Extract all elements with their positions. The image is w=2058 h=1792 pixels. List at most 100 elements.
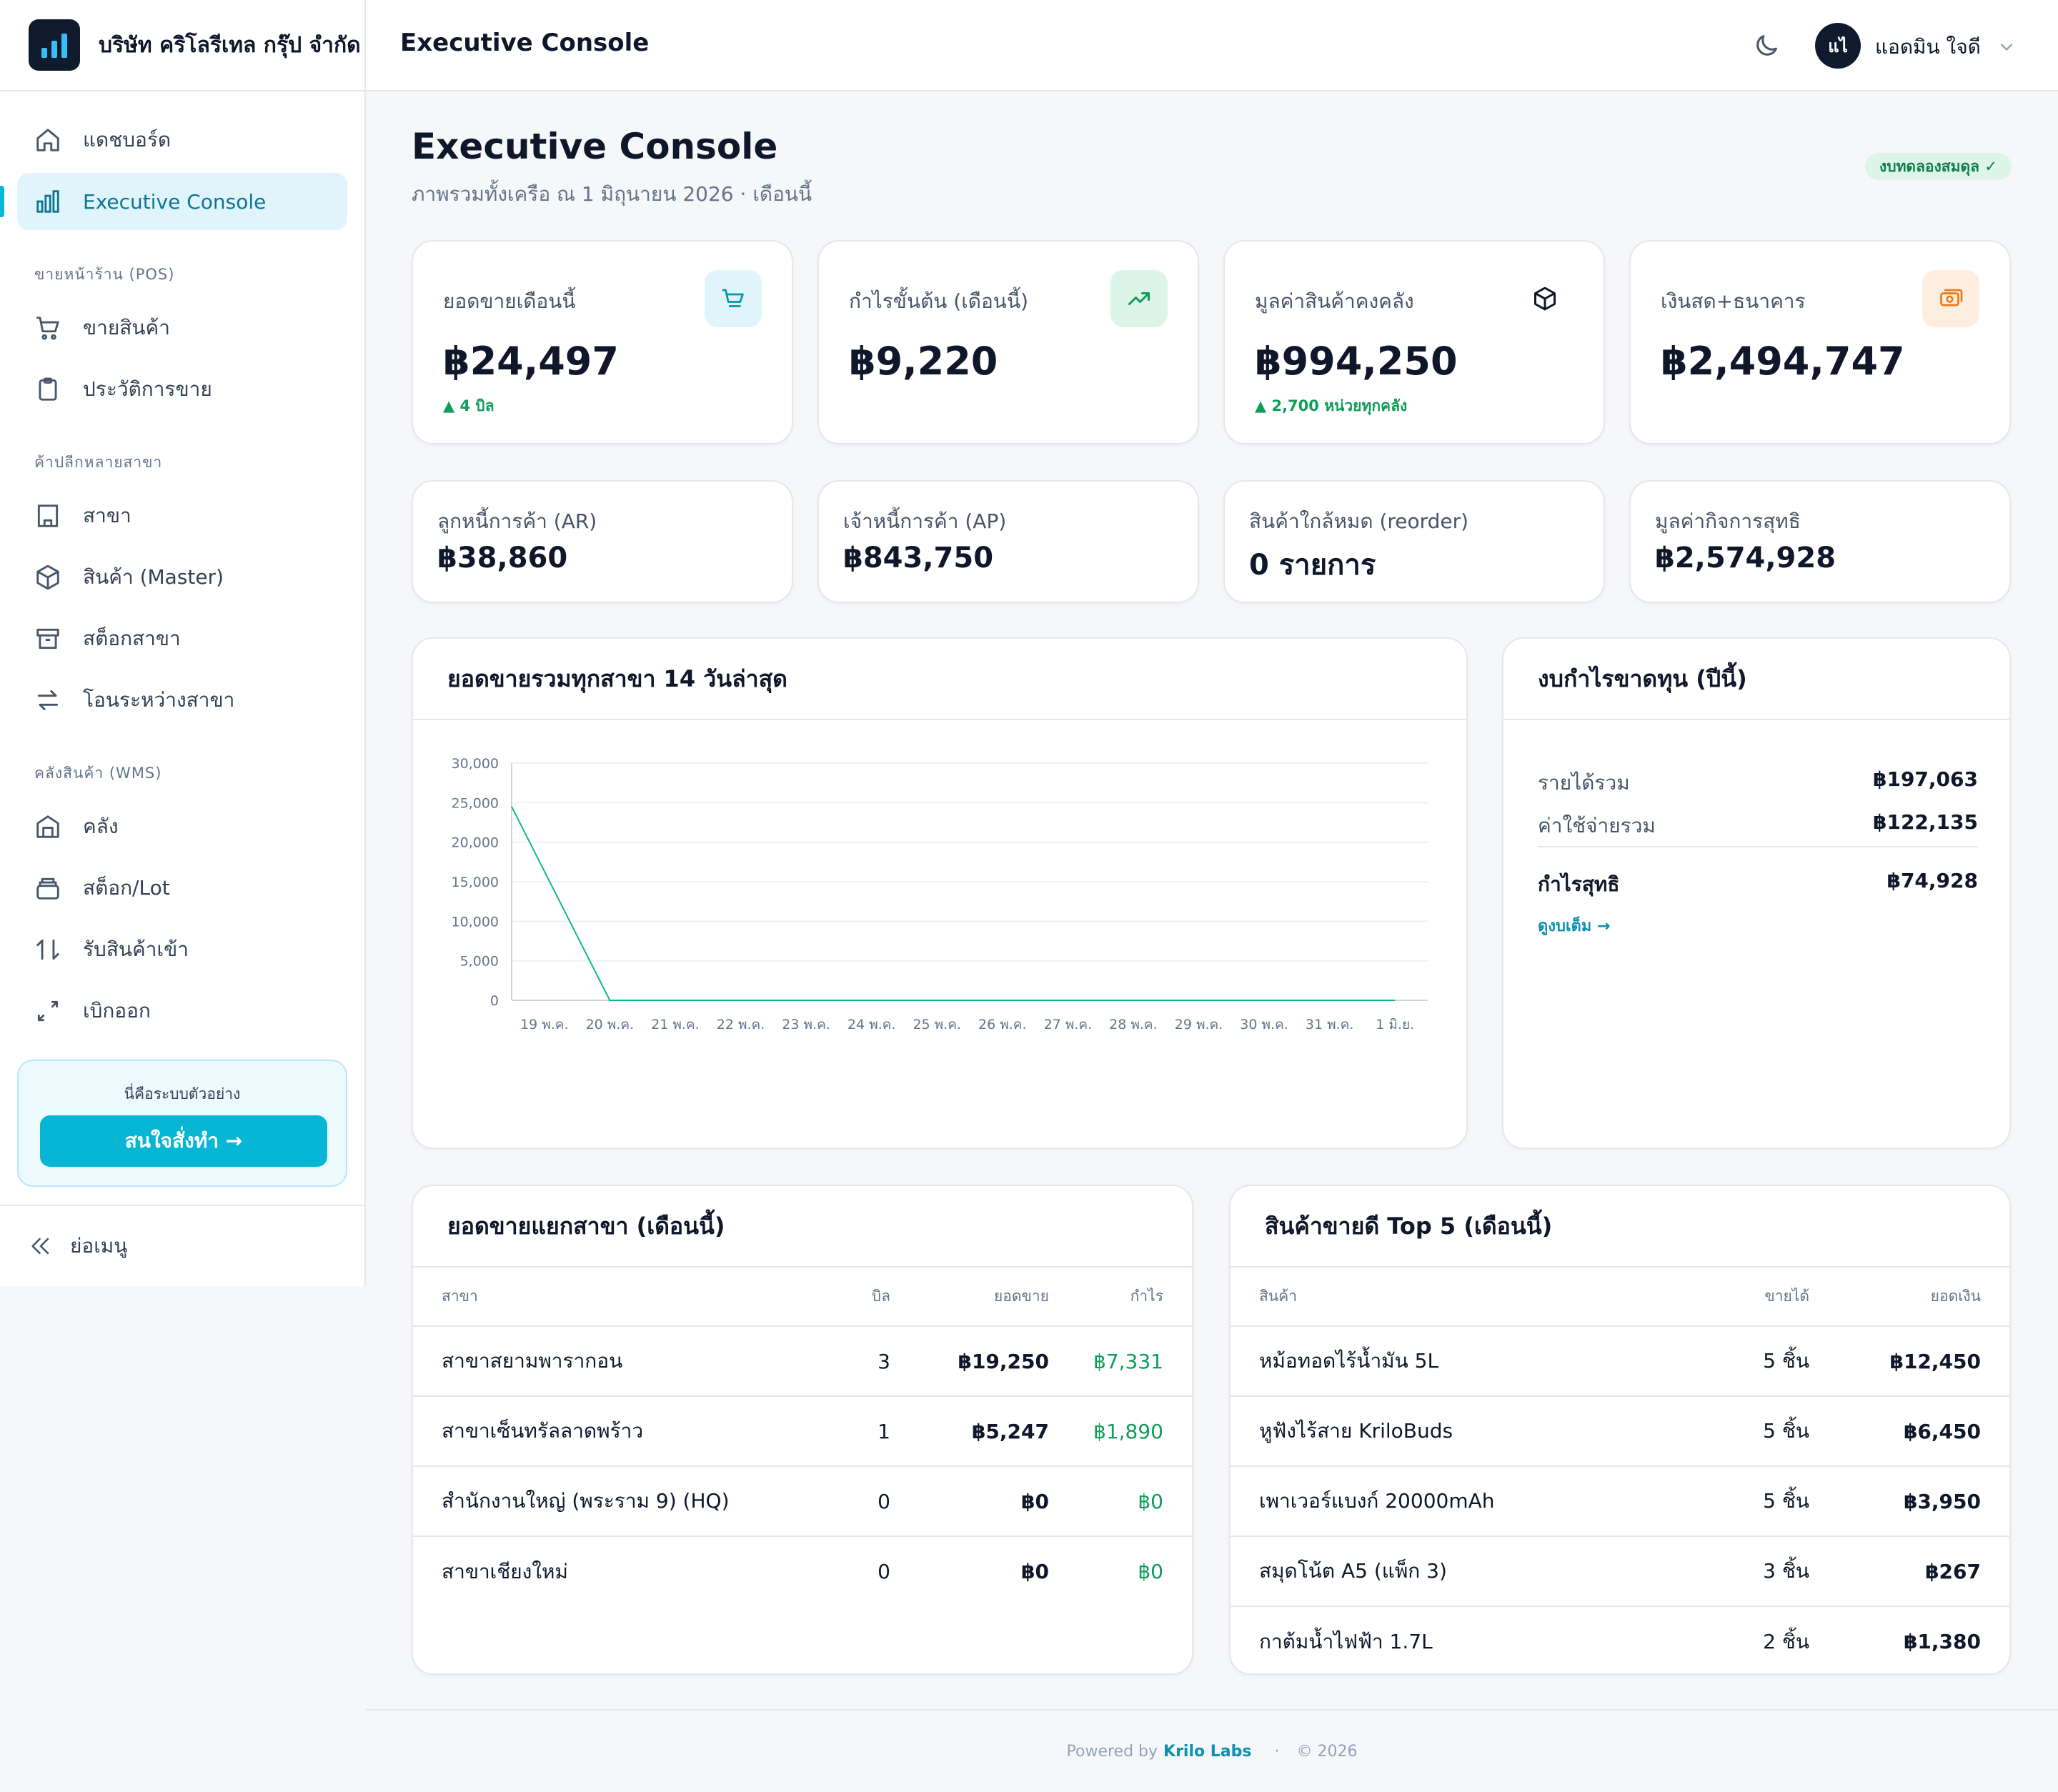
kpi-card-sales: ยอดขายเดือนนี้ ฿24,497 ▲ 4 บิล — [412, 240, 793, 444]
table-row[interactable]: สมุดโน้ต A5 (แพ็ก 3) 3 ชิ้น ฿267 — [1231, 1536, 2009, 1607]
kpi-value: ฿994,250 — [1255, 339, 1458, 384]
profit-loss-card: งบกำไรขาดทุน (ปีนี้) รายได้รวม ฿197,063 … — [1502, 637, 2011, 1149]
table-row[interactable]: หม้อทอดไร้น้ำมัน 5L 5 ชิ้น ฿12,450 — [1231, 1326, 2009, 1397]
sidebar-item-label: สาขา — [83, 504, 131, 527]
product-amount: ฿6,450 — [1809, 1396, 2009, 1467]
cart-icon — [36, 317, 59, 340]
footer-powered: Powered by — [1066, 1742, 1158, 1761]
sidebar-item-warehouse[interactable]: คลัง — [17, 798, 347, 855]
home-icon — [36, 129, 59, 151]
chart-title: ยอดขายรวมทุกสาขา 14 วันล่าสุด — [413, 639, 1466, 720]
branch-name: สาขาเซ็นทรัลลาดพร้าว — [413, 1396, 833, 1467]
pl-divider — [1538, 846, 1978, 847]
mini-card-reorder: สินค้าใกล้หมด (reorder) 0 รายการ — [1223, 480, 1605, 603]
x-tick-label: 1 มิ.ย. — [1376, 1017, 1414, 1032]
sidebar-item-label: Executive Console — [83, 189, 267, 214]
trial-balance-badge: งบทดลองสมดุล ✓ — [1865, 153, 2012, 180]
chevron-down-icon[interactable] — [1997, 37, 2017, 57]
sidebar-item-branch-transfer[interactable]: โอนระหว่างสาขา — [17, 672, 347, 729]
top-products-title: สินค้าขายดี Top 5 (เดือนนี้) — [1231, 1186, 2009, 1268]
sidebar-item-dashboard[interactable]: แดชบอร์ด — [17, 111, 347, 169]
y-tick-label: 15,000 — [452, 875, 499, 890]
y-tick-label: 30,000 — [452, 756, 499, 772]
clipboard-icon — [39, 377, 57, 401]
sidebar-item-sales-history[interactable]: ประวัติการขาย — [17, 361, 347, 418]
sidebar-item-label: ขายสินค้า — [83, 316, 170, 339]
product-qty: 3 ชิ้น — [1666, 1536, 1809, 1607]
sidebar-item-receive[interactable]: รับสินค้าเข้า — [17, 921, 347, 978]
kpi-label: ยอดขายเดือนนี้ — [443, 289, 576, 313]
issue-arrows-icon — [37, 1000, 59, 1022]
footer: Powered by Krilo Labs · © 2026 — [366, 1709, 2058, 1792]
table-row[interactable]: กาต้มน้ำไฟฟ้า 1.7L 2 ชิ้น ฿1,380 — [1231, 1606, 2009, 1673]
table-row[interactable]: สาขาเซ็นทรัลลาดพร้าว 1 ฿5,247 ฿1,890 — [413, 1396, 1192, 1467]
pl-revenue-value: ฿197,063 — [1872, 767, 1978, 791]
product-name: หูฟังไร้สาย KriloBuds — [1231, 1396, 1666, 1467]
sidebar: บริษัท คริโลรีเทล กรุ๊ป จำกัด แดชบอร์ด E… — [0, 0, 366, 1286]
kpi-delta: ▲ 2,700 หน่วยทุกคลัง — [1255, 397, 1408, 414]
bar-chart-icon — [36, 190, 59, 213]
pl-net-row: กำไรสุทธิ ฿74,928 — [1538, 869, 1978, 900]
table-row[interactable]: สำนักงานใหญ่ (พระราม 9) (HQ) 0 ฿0 ฿0 — [413, 1466, 1192, 1537]
transfer-arrows-icon — [37, 690, 59, 711]
sidebar-item-executive-console[interactable]: Executive Console — [0, 173, 347, 230]
cart-icon — [705, 270, 762, 327]
sidebar-item-label: คลัง — [83, 815, 119, 838]
sidebar-item-branches[interactable]: สาขา — [17, 487, 347, 544]
user-name[interactable]: แอดมิน ใจดี — [1875, 35, 1981, 59]
sidebar-item-sell[interactable]: ขายสินค้า — [17, 299, 347, 357]
up-down-arrows-icon — [36, 939, 59, 960]
footer-copyright: © 2026 — [1296, 1742, 1358, 1761]
sidebar-item-issue[interactable]: เบิกออก — [17, 982, 347, 1040]
kpi-label: มูลค่าสินค้าคงคลัง — [1255, 289, 1414, 313]
collapse-menu-button[interactable]: ย่อเมนู — [0, 1205, 364, 1286]
cash-icon — [1922, 270, 1979, 327]
y-tick-label: 20,000 — [452, 835, 499, 851]
pl-revenue-label: รายได้รวม — [1538, 771, 1630, 795]
topbar-title: Executive Console — [400, 29, 650, 57]
y-tick-label: 0 — [490, 993, 499, 1009]
pl-net-value: ฿74,928 — [1886, 869, 1978, 892]
col-profit: กำไร — [1049, 1268, 1192, 1327]
sidebar-nav: แดชบอร์ด Executive Console ขายหน้าร้าน (… — [0, 91, 364, 1040]
table-row[interactable]: สาขาเชียงใหม่ 0 ฿0 ฿0 — [413, 1536, 1192, 1606]
kpi-card-cash-bank: เงินสด+ธนาคาร ฿2,494,747 — [1629, 240, 2011, 444]
sidebar-item-products-master[interactable]: สินค้า (Master) — [17, 549, 347, 606]
archive-icon — [36, 628, 59, 649]
footer-brand-link[interactable]: Krilo Labs — [1163, 1742, 1252, 1761]
avatar[interactable]: แไ — [1815, 23, 1861, 69]
product-qty: 5 ชิ้น — [1666, 1396, 1809, 1467]
col-bills: บิล — [833, 1268, 890, 1327]
x-tick-label: 24 พ.ค. — [847, 1017, 896, 1032]
table-header-row: สินค้า ขายได้ ยอดเงิน — [1231, 1268, 2009, 1327]
branch-name: สำนักงานใหญ่ (พระราม 9) (HQ) — [413, 1466, 833, 1537]
table-row[interactable]: หูฟังไร้สาย KriloBuds 5 ชิ้น ฿6,450 — [1231, 1396, 2009, 1467]
product-amount: ฿3,950 — [1809, 1466, 2009, 1537]
table-row[interactable]: เพาเวอร์แบงก์ 20000mAh 5 ชิ้น ฿3,950 — [1231, 1466, 2009, 1537]
brand[interactable]: บริษัท คริโลรีเทล กรุ๊ป จำกัด — [0, 0, 364, 91]
col-amount: ยอดเงิน — [1809, 1268, 2009, 1327]
kpi-value: ฿2,494,747 — [1661, 339, 1905, 384]
view-full-statement-link[interactable]: ดูงบเต็ม → — [1538, 917, 1611, 935]
package-icon — [36, 564, 59, 590]
kpi-value: ฿24,497 — [443, 339, 619, 384]
series-line — [511, 806, 1396, 1001]
mini-card-net-worth: มูลค่ากิจการสุทธิ ฿2,574,928 — [1629, 480, 2011, 603]
x-tick-label: 29 พ.ค. — [1175, 1017, 1223, 1032]
x-tick-label: 22 พ.ค. — [717, 1017, 765, 1032]
pl-net-label: กำไรสุทธิ — [1538, 872, 1620, 896]
x-tick-label: 23 พ.ค. — [782, 1017, 830, 1032]
sidebar-section-pos: ขายหน้าร้าน (POS) — [34, 266, 175, 283]
table-row[interactable]: สาขาสยามพารากอน 3 ฿19,250 ฿7,331 — [413, 1326, 1192, 1397]
moon-icon[interactable] — [1752, 31, 1781, 60]
product-name: สมุดโน้ต A5 (แพ็ก 3) — [1231, 1536, 1666, 1607]
order-now-button[interactable]: สนใจสั่งทำ → — [40, 1115, 327, 1167]
sidebar-item-branch-stock[interactable]: สต็อกสาขา — [17, 610, 347, 667]
branch-profit: ฿0 — [1138, 1560, 1163, 1583]
layers-icon — [36, 877, 59, 900]
table-header-row: สาขา บิล ยอดขาย กำไร — [413, 1268, 1192, 1327]
branch-bills: 0 — [833, 1466, 890, 1537]
building-icon — [37, 504, 59, 527]
branch-name: สาขาเชียงใหม่ — [442, 1559, 568, 1583]
sidebar-item-stock-lot[interactable]: สต็อก/Lot — [17, 860, 347, 917]
